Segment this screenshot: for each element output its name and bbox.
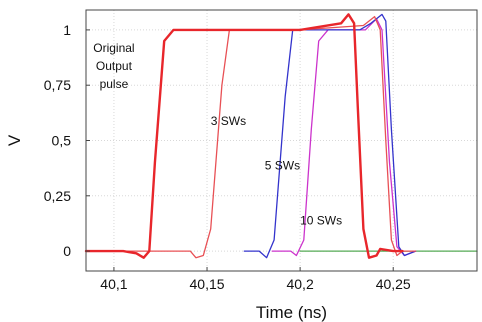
series-line-3-sws [85, 15, 417, 259]
series-line-original-output-pulse [84, 13, 404, 259]
annotation-line: 10 SWs [300, 214, 342, 228]
annotation-line: 3 SWs [211, 114, 246, 128]
annotation-line: pulse [100, 77, 129, 91]
series-annotation: 3 SWs [211, 114, 246, 128]
annotation-line: 5 SWs [265, 158, 300, 172]
series-line-5-sws [243, 13, 417, 259]
y-tick-label: 1 [63, 22, 71, 38]
y-tick-label: 0,75 [44, 77, 71, 93]
x-axis-ticks: 40,1 40,15 40,2 40,25 [100, 267, 411, 292]
y-tick-label: 0,5 [52, 133, 72, 149]
plot-lines [84, 13, 478, 259]
x-tick-label: 40,1 [100, 276, 127, 292]
annotations: Original Output pulse 3 SWs 5 SWs 10 SWs [93, 41, 342, 228]
series-annotation: 10 SWs [300, 214, 342, 228]
y-axis-title: V [5, 134, 24, 146]
x-tick-label: 40,2 [286, 276, 313, 292]
series-line-10-sws [271, 18, 417, 257]
x-axis-title: Time (ns) [256, 303, 327, 322]
annotation-line: Output [96, 59, 133, 73]
x-tick-label: 40,15 [190, 276, 225, 292]
annotation-line: Original [93, 41, 134, 55]
y-tick-label: 0,25 [44, 188, 71, 204]
series-annotation: Original Output pulse [93, 41, 134, 91]
y-axis-ticks: 0 0,25 0,5 0,75 1 [44, 22, 90, 259]
series-annotation: 5 SWs [265, 158, 300, 172]
y-tick-label: 0 [63, 243, 71, 259]
x-tick-label: 40,25 [376, 276, 411, 292]
